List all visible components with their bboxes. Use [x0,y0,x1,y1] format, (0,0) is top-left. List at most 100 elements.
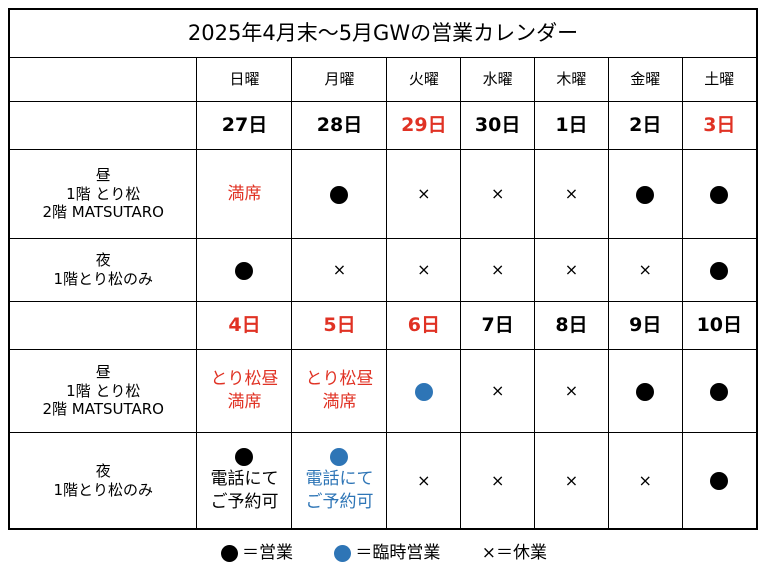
date-cell: 30日 [460,101,536,150]
weekday-header: 日曜 [196,57,293,102]
status-note: 満席 [322,392,357,412]
status-cell: × [460,349,536,433]
date-row: 4日 5日 6日 7日 8日 9日 10日 [8,301,758,350]
closed-mark: × [564,470,579,490]
status-note: 満席 [227,183,262,204]
status-cell: × [460,238,536,302]
row-label-line: 夜 [95,461,111,480]
status-note: 満席 [227,392,262,412]
temporary-dot-icon [414,382,433,401]
closed-mark: × [564,381,579,400]
lunch-row: 昼 1階 とり松 2階 MATSUTARO とり松昼 満席 とり松昼 満席 × × [8,349,758,433]
lunch-row-label: 昼 1階 とり松 2階 MATSUTARO [8,149,198,239]
date-row-label-cell [8,101,198,150]
status-cell: 電話にて ご予約可 [196,432,293,530]
closed-mark: × [490,381,505,400]
date-cell: 27日 [196,101,293,150]
status-cell: × [534,349,609,433]
weekday-header: 金曜 [607,57,683,102]
date-row-label-cell [8,301,198,350]
closed-mark: × [417,470,431,490]
lunch-row-label: 昼 1階 とり松 2階 MATSUTARO [8,349,198,433]
status-cell: × [534,238,609,302]
status-cell: 電話にて ご予約可 [291,432,388,530]
weekday-header: 月曜 [291,57,388,102]
closed-mark: × [638,470,652,490]
legend-closed: ×＝休業 [482,538,547,563]
row-label-line: 2階 MATSUTARO [42,400,164,419]
row-label-line: 1階 とり松 [66,381,141,400]
open-dot-icon [710,472,729,490]
closed-mark: × [332,260,347,279]
date-cell: 10日 [681,301,758,350]
status-note: 電話にて [210,468,279,489]
date-cell: 6日 [386,301,462,350]
row-label-line: 昼 [95,362,111,381]
status-note: 電話にて [305,468,374,489]
status-cell: × [460,432,536,530]
status-cell [681,349,758,433]
status-cell [681,432,758,530]
status-cell: × [386,238,462,302]
closed-mark: × [417,260,431,279]
status-cell: とり松昼 満席 [291,349,388,433]
status-cell: × [534,432,609,530]
status-cell: × [291,238,388,302]
date-cell: 9日 [607,301,683,350]
status-cell: 満席 [196,149,293,239]
status-cell [196,238,293,302]
status-cell: とり松昼 満席 [196,349,293,433]
calendar-title: 2025年4月末～5月GWの営業カレンダー [8,8,758,58]
dinner-row: 夜 1階とり松のみ × × × × × [8,238,758,302]
status-cell: × [534,149,609,239]
closed-mark: × [490,184,505,203]
date-row: 27日 28日 29日 30日 1日 2日 3日 [8,101,758,150]
closed-mark: × [564,260,579,279]
weekday-header: 土曜 [681,57,758,102]
open-dot-icon [235,261,254,280]
status-cell: × [386,149,462,239]
date-cell: 2日 [607,101,683,150]
dinner-row-label: 夜 1階とり松のみ [8,238,198,302]
status-cell [291,149,388,239]
open-dot-icon [220,544,238,562]
status-note: ご予約可 [305,491,374,512]
status-note: ご予約可 [210,491,279,512]
open-dot-icon [710,261,729,280]
row-label-line: 夜 [95,251,111,270]
row-label-line: 1階 とり松 [66,184,141,203]
date-cell: 29日 [386,101,462,150]
status-cell [681,149,758,239]
corner-cell [8,57,198,102]
dot-wrap [197,447,291,468]
open-dot-icon [710,382,729,401]
open-dot-icon [636,382,655,401]
legend-open: ＝営業 [220,538,293,563]
date-cell: 5日 [291,301,388,350]
legend: ＝営業 ＝臨時営業 ×＝休業 [0,538,768,563]
open-dot-icon [636,185,655,204]
date-cell: 8日 [534,301,609,350]
status-cell [607,349,683,433]
legend-closed-label: ×＝休業 [481,543,548,563]
temporary-dot-icon [330,447,349,466]
closed-mark: × [490,470,505,490]
date-cell: 28日 [291,101,388,150]
weekday-header: 木曜 [534,57,609,102]
date-cell: 4日 [196,301,293,350]
lunch-row: 昼 1階 とり松 2階 MATSUTARO 満席 × × × [8,149,758,239]
row-label-line: 昼 [95,165,111,184]
weekday-header: 水曜 [460,57,536,102]
status-cell [607,149,683,239]
open-dot-icon [330,185,349,204]
business-calendar-table: 2025年4月末～5月GWの営業カレンダー 日曜 月曜 火曜 水曜 木曜 金曜 土曜 27日… [8,8,758,530]
row-label-line: 1階とり松のみ [53,480,154,499]
open-dot-icon [710,185,729,204]
legend-temporary-label: ＝臨時営業 [355,543,441,563]
status-note: とり松昼 [305,369,374,390]
dot-wrap [292,447,386,468]
status-cell [681,238,758,302]
closed-mark: × [564,184,579,203]
dinner-row: 夜 1階とり松のみ 電話にて ご予約可 電話にて ご予約可 × × × × [8,432,758,530]
closed-mark: × [417,184,431,203]
